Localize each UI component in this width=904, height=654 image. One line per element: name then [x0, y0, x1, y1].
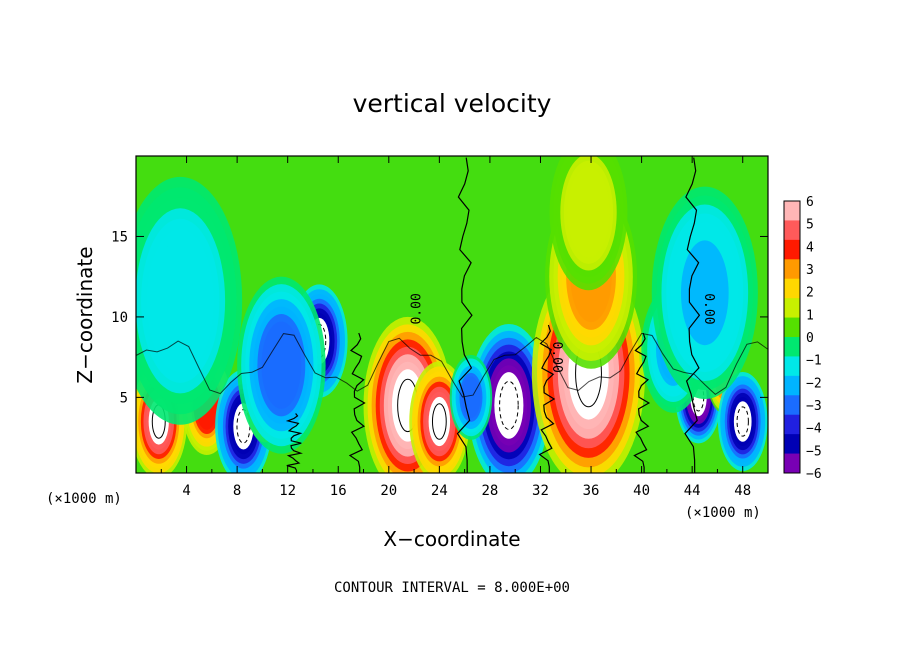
colorbar-tick-label: 5 — [806, 218, 814, 233]
x-axis-label: X−coordinate — [383, 527, 520, 551]
colorbar-swatch — [784, 337, 800, 357]
x-axis: 4 8 12 16 20 24 28 32 36 40 44 48 — [160, 156, 751, 499]
velocity-cell — [136, 176, 243, 425]
colorbar-swatch — [784, 375, 800, 396]
zero-contour-line — [285, 413, 303, 473]
colorbar-swatch — [784, 414, 800, 435]
x-tick-label: 4 — [182, 483, 190, 499]
x-unit-left: (×1000 m) — [46, 491, 122, 507]
contour-value-label: 0.00 — [701, 293, 716, 324]
colorbar-tick-label: −5 — [806, 444, 822, 459]
contour-interval-note: CONTOUR INTERVAL = 8.000E+00 — [334, 580, 570, 596]
colorbar-frame — [783, 200, 801, 474]
y-tick-label: 5 — [120, 390, 128, 406]
x-tick-label: 48 — [734, 483, 751, 499]
x-tick-label: 40 — [633, 483, 650, 499]
colorbar-tick-label: −2 — [806, 376, 822, 391]
colorbar-tick-label: 1 — [806, 308, 814, 323]
velocity-core — [428, 396, 451, 447]
colorbar-swatch — [784, 201, 800, 221]
y-tick-label: 15 — [111, 229, 128, 245]
x-tick-label: 16 — [330, 483, 347, 499]
plot-frame — [135, 155, 769, 474]
colorbar-swatch — [784, 239, 800, 260]
colorbar-tick-label: 4 — [806, 240, 814, 255]
velocity-cell — [651, 186, 758, 399]
colorbar-swatch — [784, 278, 800, 299]
x-unit-right: (×1000 m) — [685, 505, 761, 521]
x-tick-label: 20 — [380, 483, 397, 499]
zero-contour-line — [136, 332, 768, 398]
colorbar-tick-label: 0 — [806, 331, 814, 346]
colorbar-swatch — [784, 453, 800, 474]
colorbar-swatch — [784, 356, 800, 377]
colorbar-tick-label: −3 — [806, 399, 822, 414]
y-tick-label: 10 — [111, 310, 128, 326]
colorbar-swatch — [784, 220, 800, 241]
x-tick-label: 36 — [583, 483, 600, 499]
colorbar-swatch — [784, 317, 800, 338]
velocity-core — [494, 372, 524, 439]
y-axis-label: Z−coordinate — [73, 246, 97, 383]
velocity-cell — [449, 354, 493, 440]
velocity-cell — [409, 361, 470, 473]
x-tick-label: 28 — [481, 483, 498, 499]
velocity-contour — [736, 406, 749, 437]
x-tick-label: 8 — [233, 483, 241, 499]
velocity-band — [261, 321, 302, 409]
velocity-cell — [717, 371, 768, 472]
zero-contour-line — [633, 332, 651, 473]
zero-contour-line — [538, 324, 556, 473]
velocity-band — [680, 240, 729, 346]
zero-contour-line — [348, 332, 366, 473]
velocity-field — [136, 156, 768, 473]
zero-contours: 0.00 0.00 0.00 — [136, 157, 768, 473]
contour-value-label: 0.00 — [549, 341, 564, 372]
y-axis: 5 10 15 — [111, 229, 768, 406]
colorbar-tick-label: −6 — [806, 467, 822, 482]
velocity-contour — [499, 380, 519, 430]
colorbar: 6 5 4 3 2 1 0 −1 −2 −3 −4 −5 −6 — [783, 195, 822, 482]
chart-title: vertical velocity — [353, 89, 552, 118]
colorbar-swatch — [784, 259, 800, 280]
x-tick-label: 44 — [684, 483, 701, 499]
velocity-band — [152, 239, 209, 362]
zero-contour-line — [684, 157, 701, 473]
colorbar-swatch — [784, 395, 800, 416]
colorbar-swatch — [784, 434, 800, 455]
velocity-cell — [549, 156, 628, 291]
colorbar-swatch — [784, 298, 800, 319]
velocity-contour — [431, 403, 447, 440]
colorbar-tick-label: −4 — [806, 422, 822, 437]
zero-contour-line — [456, 157, 473, 473]
velocity-cell — [237, 276, 326, 454]
velocity-band — [571, 173, 606, 251]
colorbar-tick-label: 3 — [806, 263, 814, 278]
colorbar-tick-label: 6 — [806, 195, 814, 210]
x-tick-label: 12 — [279, 483, 296, 499]
x-tick-label: 24 — [431, 483, 448, 499]
velocity-cell — [468, 324, 550, 473]
colorbar-tick-label: 2 — [806, 286, 814, 301]
colorbar-tick-label: −1 — [806, 354, 822, 369]
contour-value-label: 0.00 — [409, 293, 424, 324]
x-tick-label: 32 — [532, 483, 549, 499]
